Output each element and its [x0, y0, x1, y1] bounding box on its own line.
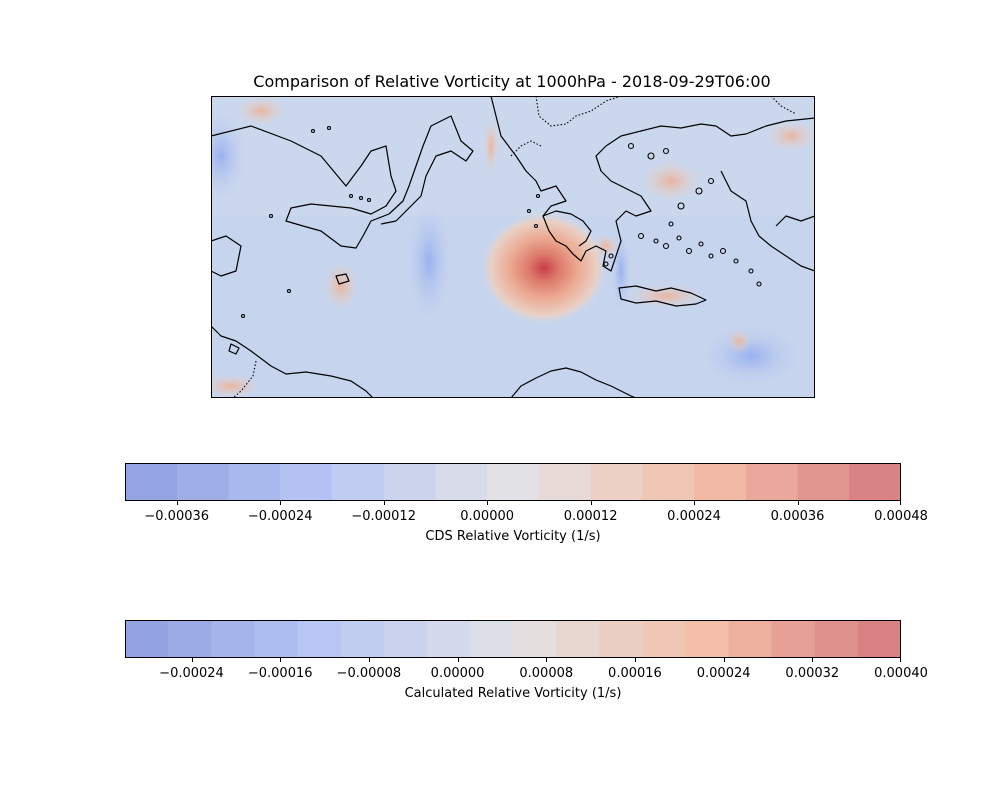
calculated-colorbar-ticks: −0.00024 −0.00016 −0.00008 0.00000 0.00008 0.… — [125, 657, 928, 681]
colorbar-tick-label: 0.00016 — [608, 666, 662, 681]
colorbar-segment — [254, 620, 298, 658]
colorbar-tick — [368, 657, 370, 662]
colorbar-tick — [900, 500, 901, 505]
colorbar-tick — [634, 657, 636, 662]
colorbar-segment — [176, 463, 229, 501]
colorbar-tick-label: −0.00008 — [336, 666, 402, 681]
colorbar-segment — [280, 463, 333, 501]
colorbar-tick-label: 0.00040 — [874, 666, 928, 681]
colorbar-segment — [745, 463, 799, 501]
colorbar-tick — [546, 657, 548, 662]
calculated-colorbar-label: Calculated Relative Vorticity (1/s) — [404, 686, 622, 701]
colorbar-segment — [228, 463, 281, 501]
calculated-colorbar — [125, 620, 901, 658]
map-frame — [211, 96, 815, 398]
colorbar-tick — [457, 657, 459, 662]
cyclone-vorticity-maximum — [482, 213, 606, 323]
colorbar-tick — [590, 500, 592, 505]
cds-colorbar — [125, 463, 901, 501]
warm-anomaly-1 — [236, 97, 286, 125]
colorbar-segment — [814, 620, 859, 658]
colorbar-segment — [728, 620, 773, 658]
cyclone-secondary-lobe — [592, 234, 620, 258]
colorbar-segment — [797, 463, 850, 501]
colorbar-frame — [125, 620, 901, 658]
colorbar-tick-label: −0.00036 — [144, 509, 210, 524]
colorbar-segment — [331, 463, 385, 501]
colorbar-tick-label: −0.00024 — [247, 509, 313, 524]
colorbar-tick — [723, 657, 725, 662]
colorbar-segment — [849, 463, 901, 501]
colorbar-segment — [168, 620, 212, 658]
colorbar-segment — [426, 620, 471, 658]
colorbar-tick-label: 0.00008 — [519, 666, 574, 681]
warm-anomaly-6 — [323, 261, 359, 311]
colorbar-segment — [771, 620, 816, 658]
colorbar-tick-label: 0.00000 — [460, 509, 515, 524]
warm-anomaly-3 — [641, 161, 701, 201]
colorbar-segment — [383, 620, 428, 658]
country-borders — [232, 96, 797, 398]
colorbar-segment — [642, 463, 695, 501]
colorbar-segment — [685, 620, 730, 658]
cool-anomaly-2 — [407, 201, 451, 321]
colorbar-segment — [694, 463, 747, 501]
colorbar-tick-label: −0.00024 — [159, 666, 224, 681]
colorbar-tick — [797, 500, 799, 505]
colorbar-tick-label: 0.00024 — [696, 666, 751, 681]
colorbar-tick — [812, 657, 814, 662]
colorbar-segment — [435, 463, 488, 501]
warm-anomaly-2 — [483, 118, 499, 174]
colorbar-tick-label: 0.00012 — [563, 509, 618, 524]
colorbar-tick — [383, 500, 385, 505]
cds-colorbar-ticks: −0.00036 −0.00024 −0.00012 0.00000 0.00012 0.… — [125, 500, 928, 524]
colorbar-tick-label: −0.00012 — [351, 509, 416, 524]
colorbar-segment — [340, 620, 385, 658]
colorbar-segment — [469, 620, 514, 658]
colorbar-tick-label: −0.00016 — [247, 666, 313, 681]
coastlines — [211, 96, 815, 398]
colorbar-tick-label: 0.00036 — [770, 509, 825, 524]
map-neutral-band — [211, 96, 815, 216]
colorbar-segment — [857, 620, 901, 658]
warm-anomaly-8 — [211, 374, 261, 398]
colorbar-tick — [191, 657, 193, 662]
colorbar-segment — [642, 620, 686, 658]
colorbar-segment — [556, 620, 600, 658]
colorbar-segment — [590, 463, 643, 501]
colorbar-segment — [487, 463, 540, 501]
colorbar-tick — [487, 500, 489, 505]
colorbar-segment — [599, 620, 643, 658]
colorbar-segment — [125, 463, 178, 501]
warm-anomaly-7 — [727, 329, 751, 353]
vorticity-map — [211, 96, 815, 398]
cds-colorbar-label: CDS Relative Vorticity (1/s) — [425, 529, 601, 544]
colorbar-segment — [125, 620, 169, 658]
colorbar-segment — [211, 620, 255, 658]
colorbar-tick-label: 0.00032 — [785, 666, 840, 681]
colorbar-segment — [297, 620, 342, 658]
colorbar-tick-label: 0.00000 — [430, 666, 485, 681]
colorbar-segment — [513, 620, 557, 658]
colorbar-tick — [176, 500, 178, 505]
chart-title: Comparison of Relative Vorticity at 1000… — [253, 72, 771, 91]
colorbar-tick-label: 0.00024 — [667, 509, 721, 524]
colorbar-tick — [694, 500, 696, 505]
aegean-islands — [240, 125, 762, 319]
colorbar-segment — [538, 463, 592, 501]
colorbar-tick — [900, 657, 901, 662]
colorbar-tick — [280, 500, 282, 505]
colorbar-tick — [280, 657, 282, 662]
cool-anomaly-4 — [701, 326, 801, 386]
colorbar-frame — [125, 463, 901, 501]
colorbar-tick-label: 0.00048 — [874, 509, 928, 524]
warm-anomaly-5 — [766, 121, 815, 151]
colorbar-segment — [383, 463, 436, 501]
crete-coast — [618, 285, 707, 307]
